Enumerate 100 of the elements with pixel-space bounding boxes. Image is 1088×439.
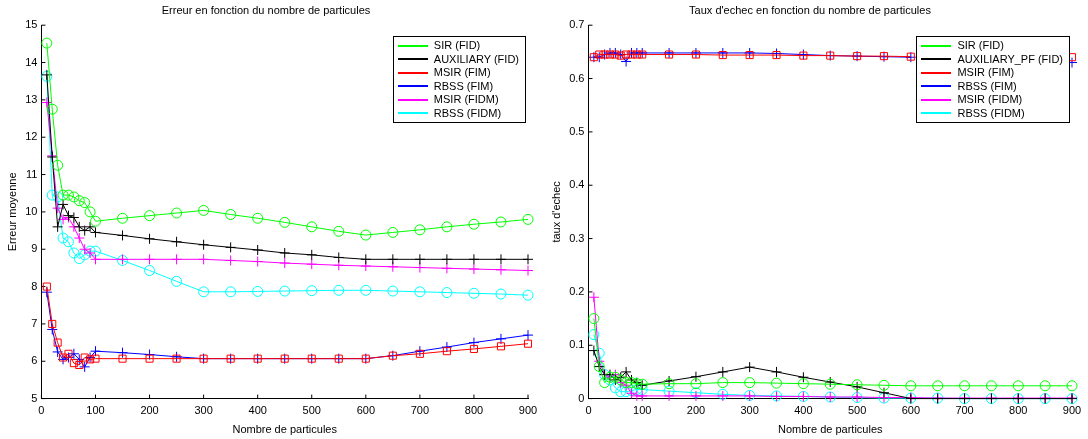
- point: [90, 345, 101, 357]
- point: [522, 253, 534, 265]
- point: [252, 212, 264, 224]
- point: [62, 189, 74, 201]
- point: [690, 378, 702, 390]
- chart-title: Taux d'echec en fonction du nombre de particules: [689, 3, 932, 16]
- x-tick-label: 300: [740, 404, 759, 417]
- point: [588, 329, 600, 341]
- legend-label: MSIR (FIM): [433, 66, 491, 80]
- point: [52, 159, 64, 171]
- point: [41, 96, 53, 108]
- y-tick-label: 11: [26, 167, 38, 180]
- y-tick-label: 15: [25, 18, 38, 31]
- point: [744, 377, 756, 389]
- point: [771, 47, 783, 59]
- point: [279, 247, 291, 259]
- point: [68, 191, 80, 203]
- point: [306, 221, 318, 233]
- point: [90, 215, 101, 227]
- point: [414, 262, 426, 274]
- x-tick-label: 800: [1009, 404, 1028, 417]
- point: [69, 359, 78, 368]
- point: [414, 286, 426, 298]
- point: [495, 253, 507, 265]
- x-tick-label: 200: [140, 404, 159, 417]
- x-tick-label: 500: [302, 404, 321, 417]
- x-tick-label: 400: [794, 404, 813, 417]
- point: [441, 341, 453, 353]
- point: [620, 386, 632, 398]
- point: [52, 221, 64, 233]
- x-tick-label: 700: [955, 404, 974, 417]
- y-tick-label: 8: [31, 279, 38, 292]
- legend-label: AUXILIARY_PF (FID): [957, 52, 1063, 66]
- point: [306, 249, 318, 261]
- point: [744, 361, 756, 373]
- point: [73, 195, 85, 207]
- x-tick-label: 400: [248, 404, 267, 417]
- point: [744, 47, 756, 59]
- point: [144, 253, 156, 265]
- point: [73, 253, 85, 265]
- point: [441, 253, 453, 265]
- point: [68, 247, 80, 259]
- point: [360, 253, 372, 265]
- point: [496, 342, 505, 351]
- point: [333, 284, 345, 296]
- point: [57, 198, 69, 210]
- y-tick-label: 12: [25, 130, 38, 143]
- point: [441, 221, 453, 233]
- y-axis-title: Erreur moyenne: [5, 172, 18, 252]
- point: [198, 253, 210, 265]
- y-tick-label: 0.2: [569, 284, 585, 297]
- point: [279, 285, 291, 297]
- point: [771, 377, 783, 389]
- point: [522, 289, 534, 301]
- point: [1039, 380, 1051, 392]
- point: [522, 265, 534, 277]
- x-tick-label: 600: [901, 404, 921, 417]
- legend-label: SIR (FID): [957, 39, 1004, 53]
- point: [46, 103, 58, 115]
- point: [252, 285, 264, 297]
- point: [717, 47, 729, 59]
- point: [441, 262, 453, 274]
- point: [144, 233, 156, 245]
- point: [631, 384, 643, 396]
- point: [1066, 380, 1078, 392]
- point: [57, 232, 69, 244]
- point: [523, 339, 533, 348]
- point: [198, 286, 210, 298]
- point: [1012, 380, 1024, 392]
- x-tick-label: 100: [86, 404, 105, 417]
- point: [636, 390, 648, 402]
- point: [468, 263, 480, 275]
- point: [225, 286, 237, 298]
- point: [797, 378, 809, 390]
- point: [91, 354, 100, 363]
- y-tick-label: 0.5: [569, 124, 585, 137]
- point: [360, 229, 372, 241]
- point: [68, 212, 80, 223]
- y-tick-label: 13: [25, 92, 38, 105]
- x-tick-label: 200: [686, 404, 706, 417]
- x-tick-label: 300: [194, 404, 213, 417]
- point: [48, 319, 57, 328]
- y-axis-title: taux d'echec: [549, 180, 562, 243]
- point: [771, 366, 783, 378]
- point: [46, 189, 58, 201]
- y-tick-label: 5: [31, 391, 38, 404]
- point: [932, 380, 944, 392]
- y-tick-label: 14: [25, 55, 38, 68]
- point: [468, 253, 480, 265]
- y-tick-label: 0.4: [569, 178, 585, 191]
- point: [75, 360, 84, 370]
- point: [171, 207, 183, 219]
- point: [690, 371, 702, 383]
- point: [306, 285, 318, 297]
- legend-label: MSIR (FIDM): [433, 93, 499, 107]
- point: [171, 275, 183, 287]
- x-tick-label: 100: [633, 404, 652, 417]
- y-tick-label: 6: [31, 354, 38, 367]
- point: [495, 216, 507, 228]
- x-tick-label: 900: [1062, 404, 1082, 417]
